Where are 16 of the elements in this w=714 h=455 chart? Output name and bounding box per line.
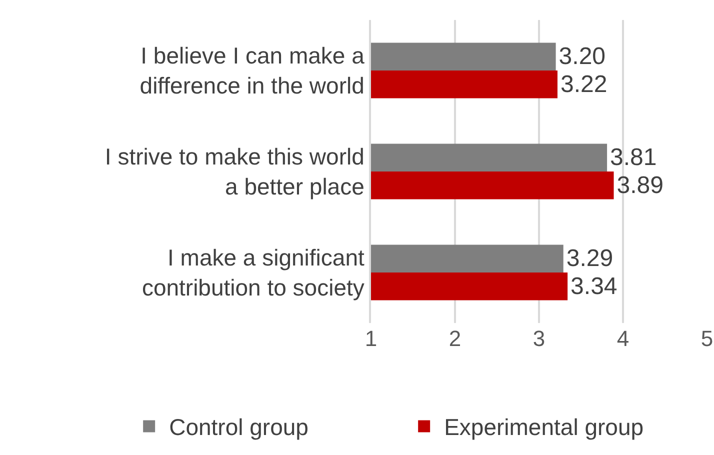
y-tick-label: I believe I can make a difference in the world (140, 42, 365, 98)
data-label: 3.34 (570, 272, 618, 300)
data-label: 3.89 (616, 172, 664, 199)
y-tick-label: I make a significant contribution to society (142, 244, 366, 300)
x-tick-label: 4 (616, 326, 630, 351)
x-tick-label: 2 (448, 326, 462, 351)
y-tick-label: I strive to make this world a better place (104, 144, 364, 200)
x-tick-label: 5 (700, 326, 714, 351)
data-label: 3.29 (566, 245, 614, 272)
legend-label: Experimental group (444, 414, 644, 440)
data-label: 3.81 (610, 144, 657, 172)
x-tick-label: 1 (364, 326, 378, 351)
data-label: 3.20 (558, 43, 606, 70)
data-label: 3.22 (560, 70, 608, 98)
legend-label: Control group (169, 414, 308, 440)
x-tick-label: 3 (532, 326, 546, 351)
